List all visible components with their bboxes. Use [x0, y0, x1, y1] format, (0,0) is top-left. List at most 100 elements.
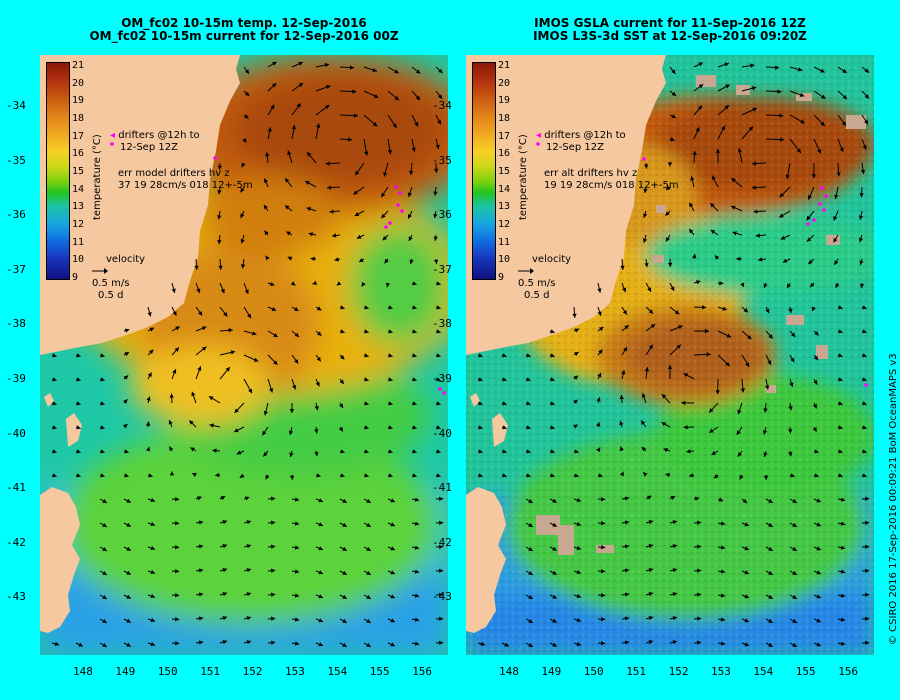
velocity-arrowhead	[859, 283, 865, 289]
velocity-arrowhead	[597, 288, 602, 293]
velocity-arrowhead	[355, 170, 360, 176]
velocity-arrowhead	[862, 377, 867, 382]
colorbar-tick-label: 10	[72, 254, 85, 266]
velocity-arrowhead	[124, 449, 129, 454]
velocity-arrowhead	[364, 329, 369, 334]
velocity-arrowhead	[52, 377, 57, 382]
velocity-arrowhead	[838, 473, 843, 478]
velocity-arrowhead	[384, 258, 389, 264]
left-map[interactable]	[40, 55, 448, 655]
lat-tick-label: -40	[6, 426, 26, 440]
velocity-arrowhead	[198, 520, 204, 525]
velocity-scale-arrow-icon	[518, 268, 534, 274]
drifter-marker	[110, 142, 114, 146]
velocity-arrowhead	[858, 215, 864, 220]
velocity-arrowhead	[347, 137, 352, 142]
drifter-marker	[384, 225, 388, 229]
velocity-arrowhead	[361, 281, 366, 287]
velocity-arrowhead	[478, 377, 483, 382]
velocity-arrowhead	[407, 192, 412, 197]
velocity-arrowhead	[147, 311, 152, 317]
velocity-arrowhead	[768, 546, 773, 551]
velocity-arrowhead	[215, 472, 220, 478]
velocity-arrowhead	[697, 592, 702, 597]
velocity-arrowhead	[364, 305, 369, 310]
right-map[interactable]	[466, 55, 874, 655]
velocity-arrowhead	[683, 425, 688, 430]
velocity-arrowhead	[102, 570, 107, 575]
velocity-arrowhead	[862, 145, 867, 150]
velocity-arrowhead	[298, 61, 303, 66]
velocity-arrowhead	[102, 498, 107, 503]
velocity-arrowhead	[576, 641, 582, 647]
velocity-arrowhead	[353, 190, 358, 195]
velocity-arrowhead	[840, 641, 846, 646]
velocity-arrowhead	[672, 568, 678, 573]
velocity-arrowhead	[859, 193, 864, 198]
velocity-arrowhead	[834, 260, 839, 265]
velocity-arrowhead	[271, 496, 276, 501]
velocity-arrowhead	[294, 521, 300, 526]
velocity-arrowhead	[318, 570, 323, 575]
left-land-flinders	[66, 413, 82, 447]
left-error-legend: err model drifters hv z 37 19 28cm/s 018…	[118, 168, 253, 192]
velocity-arrowhead	[124, 473, 129, 478]
velocity-arrowhead	[175, 569, 180, 574]
velocity-arrowhead	[198, 311, 203, 316]
velocity-arrowhead	[175, 497, 180, 502]
colorbar-tick-label: 11	[498, 236, 511, 248]
velocity-arrowhead	[811, 174, 817, 179]
velocity-arrowhead	[339, 354, 345, 360]
drifter-marker	[812, 218, 816, 222]
velocity-arrowhead	[720, 593, 726, 598]
velocity-arrowhead	[366, 642, 371, 647]
velocity-arrowhead	[672, 544, 678, 549]
drifter-marker	[806, 222, 810, 226]
velocity-arrowhead	[686, 449, 691, 454]
velocity-arrowhead	[550, 401, 555, 406]
velocity-arrowhead	[342, 498, 347, 503]
velocity-arrowhead	[339, 379, 344, 384]
velocity-arrowhead	[864, 94, 869, 99]
velocity-arrowhead	[175, 326, 180, 331]
velocity-arrowhead	[550, 377, 555, 382]
colorbar-tick-label: 14	[498, 183, 511, 195]
velocity-arrowhead	[246, 616, 252, 621]
velocity-arrowhead	[574, 352, 579, 357]
velocity-arrowhead	[126, 546, 131, 551]
velocity-arrowhead	[720, 617, 726, 622]
velocity-arrowhead	[390, 522, 395, 527]
velocity-arrowhead	[306, 206, 311, 212]
velocity-arrowhead	[576, 497, 582, 503]
velocity-arrowhead	[816, 498, 821, 503]
velocity-arrowhead	[811, 306, 816, 312]
velocity-arrowhead	[788, 451, 793, 457]
velocity-arrowhead	[150, 521, 156, 527]
velocity-arrowhead	[76, 425, 81, 430]
velocity-arrowhead	[574, 449, 579, 454]
velocity-arrowhead	[694, 496, 700, 501]
velocity-arrowhead	[196, 288, 201, 293]
velocity-arrowhead	[774, 65, 780, 70]
velocity-arrowhead	[265, 474, 270, 480]
velocity-arrowhead	[394, 69, 399, 74]
right-drifter-line2: 12-Sep 12Z	[546, 142, 604, 153]
velocity-arrowhead	[528, 570, 533, 575]
velocity-arrowhead	[198, 544, 204, 549]
velocity-arrowhead	[236, 450, 242, 455]
velocity-arrowhead	[394, 96, 399, 101]
velocity-arrowhead	[123, 399, 128, 404]
velocity-arrowhead	[576, 569, 582, 575]
velocity-arrowhead	[192, 472, 197, 477]
velocity-arrowhead	[122, 424, 128, 429]
velocity-arrowhead	[862, 473, 867, 478]
velocity-arrowhead	[737, 148, 742, 153]
velocity-arrowhead	[409, 259, 414, 264]
velocity-arrowhead	[373, 94, 379, 99]
velocity-arrowhead	[550, 329, 555, 334]
drifter-marker	[394, 185, 398, 189]
velocity-arrowhead	[782, 258, 788, 263]
velocity-arrowhead	[598, 326, 604, 332]
lon-tick-label: 148	[73, 665, 93, 678]
velocity-arrowhead	[244, 91, 250, 97]
